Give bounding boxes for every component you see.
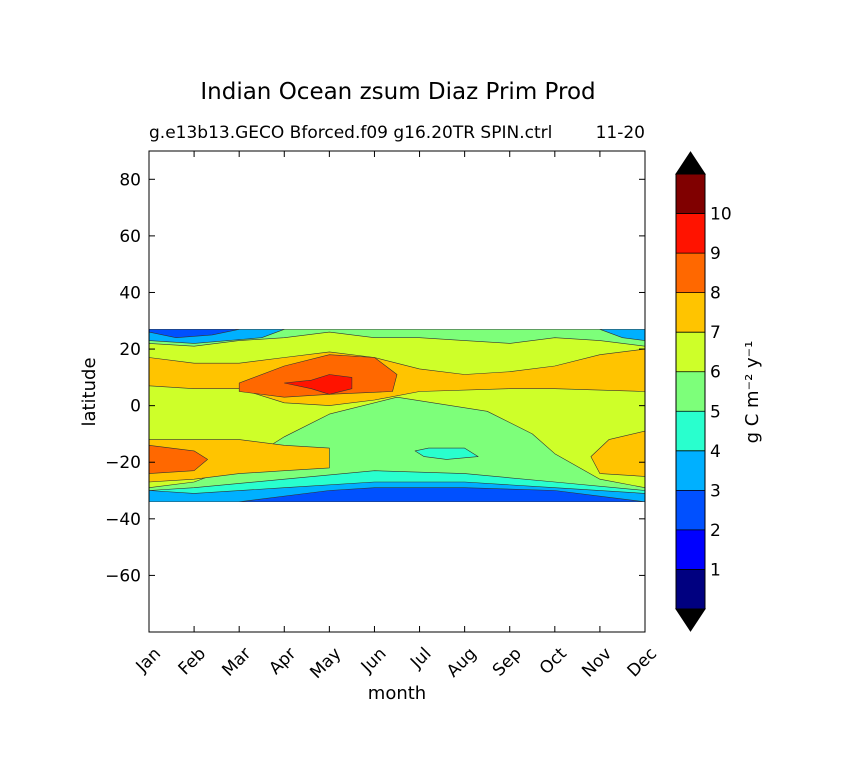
x-axis-label: month xyxy=(368,683,426,704)
y-tick-label-5: −20 xyxy=(105,453,141,473)
colorbar: 1 2 3 4 5 6 7 8 9 10 xyxy=(675,151,732,632)
y-axis-label: latitude xyxy=(79,357,100,426)
x-tick-label-apr: Apr xyxy=(265,644,300,679)
contour-region-10 xyxy=(238,487,645,502)
y-tick-label-7: −60 xyxy=(105,566,141,586)
colorbar-tick-label-1: 1 xyxy=(710,560,721,580)
x-tick-label-mar: Mar xyxy=(218,644,255,681)
y-tick-label-2: 40 xyxy=(119,283,141,303)
x-tick-label-may: May xyxy=(306,644,345,683)
colorbar-band-4 xyxy=(676,411,705,451)
colorbar-band-9 xyxy=(676,213,705,254)
contour-region-4 xyxy=(149,439,330,483)
colorbar-band-2 xyxy=(676,490,705,530)
colorbar-band-5 xyxy=(676,371,705,412)
y-tick-label-4: 0 xyxy=(130,397,141,417)
colorbar-tick-label-4: 4 xyxy=(710,442,721,462)
colorbar-band-8 xyxy=(676,253,705,293)
y-tick-label-6: −40 xyxy=(105,510,141,530)
colorbar-tick-label-9: 9 xyxy=(710,244,721,264)
colorbar-tick-label-3: 3 xyxy=(710,481,721,501)
x-tick-label-aug: Aug xyxy=(443,644,481,682)
x-tick-label-jun: Jun xyxy=(357,644,391,678)
colorbar-tick-label-2: 2 xyxy=(710,521,721,541)
x-tick-label-nov: Nov xyxy=(578,644,616,682)
colorbar-frame xyxy=(675,173,706,610)
x-tick-label-feb: Feb xyxy=(175,644,210,679)
contour-region-12 xyxy=(149,329,240,339)
y-tick-label-3: 20 xyxy=(119,340,141,360)
contour-region-14 xyxy=(414,447,479,460)
x-tick-label-jul: Jul xyxy=(406,644,435,673)
x-tick-label-oct: Oct xyxy=(536,644,571,679)
y-tick-label-1: 60 xyxy=(119,227,141,247)
colorbar-band-0 xyxy=(676,569,705,609)
x-tick-label-sep: Sep xyxy=(489,644,526,681)
colorbar-tick-label-10: 10 xyxy=(710,205,732,225)
contour-plot-area xyxy=(149,329,645,502)
contour-region-13 xyxy=(599,329,645,341)
colorbar-band-1 xyxy=(676,529,705,570)
x-tick-label-dec: Dec xyxy=(624,644,661,681)
contour-region-7 xyxy=(149,444,208,474)
y-tick-label-0: 80 xyxy=(119,170,141,190)
colorbar-label: g C m⁻² y⁻¹ xyxy=(742,341,763,444)
colorbar-tick-label-5: 5 xyxy=(710,402,721,422)
colorbar-extend-over xyxy=(675,151,706,175)
colorbar-extend-under xyxy=(675,608,706,632)
chart-title: Indian Ocean zsum Diaz Prim Prod xyxy=(200,79,595,105)
colorbar-tick-label-7: 7 xyxy=(710,323,721,343)
chart-subtitle-left: g.e13b13.GECO Bforced.f09 g16.20TR SPIN.… xyxy=(149,123,552,143)
contour-region-6 xyxy=(238,354,398,398)
colorbar-band-3 xyxy=(676,450,705,491)
chart-subtitle-right: 11-20 xyxy=(596,123,645,143)
contour-region-5 xyxy=(590,430,645,477)
colorbar-tick-label-6: 6 xyxy=(710,363,721,383)
x-tick-label-jan: Jan xyxy=(132,644,165,677)
plot-frame xyxy=(148,150,646,633)
colorbar-tick-label-8: 8 xyxy=(710,284,721,304)
colorbar-band-7 xyxy=(676,292,705,333)
colorbar-band-6 xyxy=(676,332,705,372)
contour-region-8 xyxy=(283,374,353,395)
colorbar-band-10 xyxy=(676,174,705,214)
